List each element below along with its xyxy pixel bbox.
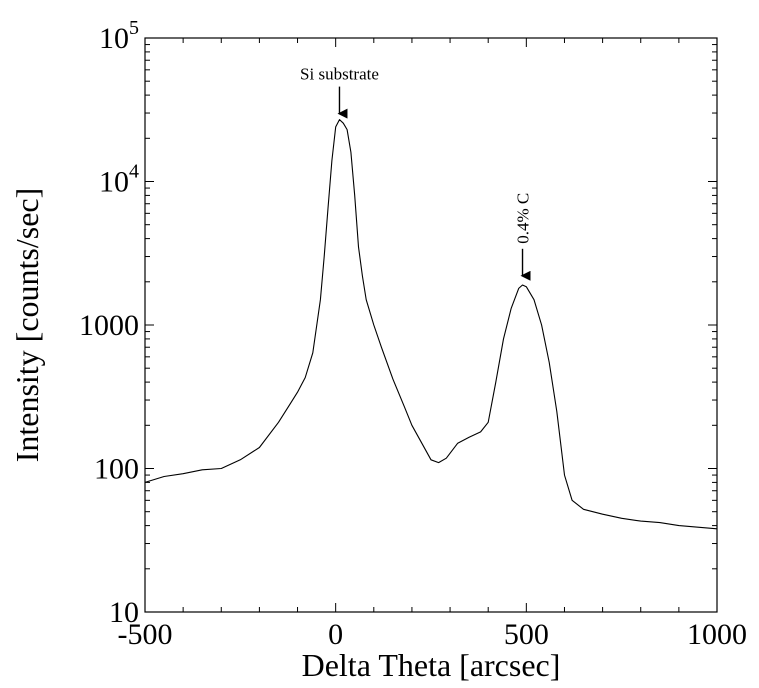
series-line-intensity (144, 119, 718, 530)
axis-tick-labels: -500 0 500 1000 10 100 1000 104 105 (79, 17, 747, 651)
x-tick-label: 500 (504, 618, 549, 651)
axis-ticks (144, 37, 718, 613)
x-tick-label: 1000 (687, 618, 747, 651)
annotations: Si substrate 0.4% C (300, 65, 533, 281)
x-tick-label: 0 (328, 618, 343, 651)
y-tick-label: 105 (99, 17, 139, 55)
x-tick-label: -500 (118, 618, 173, 651)
annotation-label: 0.4% C (514, 193, 533, 244)
x-axis-title: Delta Theta [arcsec] (302, 647, 561, 683)
y-axis-title: Intensity [counts/sec] (9, 188, 45, 463)
annotation-label: Si substrate (300, 65, 379, 84)
y-tick-label: 10 (109, 596, 139, 629)
y-tick-label: 104 (99, 161, 139, 199)
y-tick-label: 100 (94, 453, 139, 486)
plot-frame (144, 37, 718, 613)
y-tick-label: 1000 (79, 309, 139, 342)
